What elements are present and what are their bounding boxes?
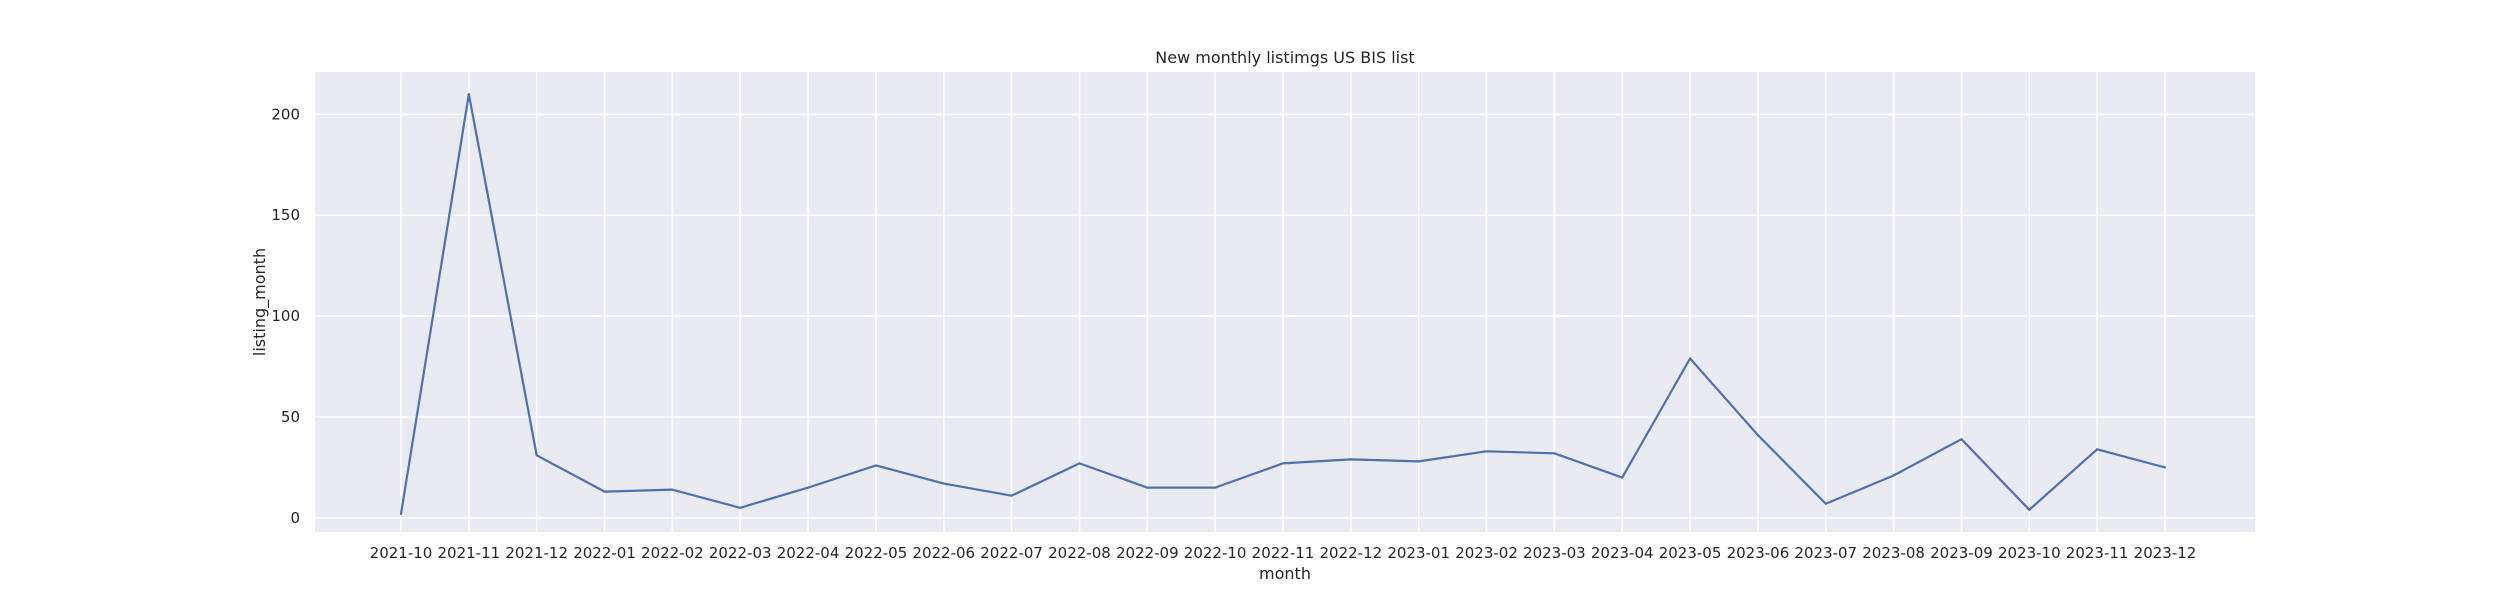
x-tick-label: 2023-10 — [1998, 544, 2061, 562]
data-point — [1621, 476, 1624, 479]
data-point — [2163, 466, 2167, 469]
y-tick-label: 150 — [271, 206, 300, 224]
x-tick-label: 2023-02 — [1455, 544, 1518, 562]
data-point — [1960, 438, 1963, 441]
x-tick-label: 2022-06 — [912, 544, 975, 562]
x-tick-label: 2023-07 — [1794, 544, 1857, 562]
x-tick-label: 2023-04 — [1591, 544, 1654, 562]
x-tick-label: 2022-03 — [709, 544, 772, 562]
x-tick-label: 2023-01 — [1387, 544, 1450, 562]
data-point — [1214, 486, 1217, 489]
data-point — [1349, 458, 1352, 461]
x-tick-label: 2023-11 — [2066, 544, 2129, 562]
x-tick-label: 2023-08 — [1862, 544, 1925, 562]
x-tick-label: 2023-03 — [1523, 544, 1586, 562]
x-tick-label: 2023-09 — [1930, 544, 1993, 562]
x-tick-label: 2022-07 — [980, 544, 1043, 562]
x-tick-label: 2021-11 — [438, 544, 501, 562]
x-tick-label: 2021-12 — [505, 544, 568, 562]
y-axis: 0 50 100 150 200 — [271, 105, 300, 527]
x-axis: 2021-10 2021-11 2021-12 2022-01 2022-02 2022-… — [370, 544, 2197, 562]
data-point — [739, 506, 742, 509]
data-point — [1146, 486, 1149, 489]
data-point — [535, 454, 538, 457]
x-tick-label: 2022-04 — [777, 544, 840, 562]
grid-lines — [315, 72, 2255, 532]
data-point — [2028, 508, 2031, 511]
x-tick-label: 2022-02 — [641, 544, 704, 562]
data-point — [1553, 452, 1556, 455]
y-tick-label: 50 — [281, 408, 300, 426]
data-point — [1756, 434, 1760, 437]
data-point — [1892, 474, 1895, 477]
x-tick-label: 2022-12 — [1320, 544, 1383, 562]
x-tick-label: 2022-05 — [845, 544, 908, 562]
data-point — [2096, 448, 2099, 451]
x-tick-label: 2022-08 — [1048, 544, 1111, 562]
y-tick-label: 100 — [271, 307, 300, 325]
x-tick-label: 2023-05 — [1659, 544, 1722, 562]
data-point — [1010, 494, 1013, 497]
x-tick-label: 2022-10 — [1184, 544, 1247, 562]
data-point — [1485, 450, 1488, 453]
x-tick-label: 2022-11 — [1252, 544, 1315, 562]
x-tick-label: 2021-10 — [370, 544, 433, 562]
data-point — [1824, 502, 1827, 505]
data-point — [1281, 462, 1285, 465]
data-point — [806, 486, 810, 489]
data-point — [1417, 460, 1420, 463]
x-axis-label: month — [1259, 564, 1311, 583]
y-tick-label: 200 — [271, 105, 300, 123]
data-point — [1688, 357, 1692, 360]
data-point — [942, 482, 945, 485]
x-tick-label: 2022-01 — [573, 544, 636, 562]
data-point — [399, 512, 403, 515]
data-point — [874, 464, 878, 467]
data-point — [603, 490, 606, 493]
data-point — [1078, 462, 1081, 465]
data-point — [671, 488, 674, 491]
series-lines — [399, 93, 2167, 515]
x-tick-label: 2023-12 — [2134, 544, 2197, 562]
chart-title: New monthly listimgs US BIS list — [1155, 48, 1414, 67]
x-tick-label: 2023-06 — [1727, 544, 1790, 562]
data-point — [467, 93, 470, 96]
y-tick-label: 0 — [290, 509, 300, 527]
x-tick-label: 2022-09 — [1116, 544, 1179, 562]
y-axis-label: listing_month — [250, 248, 270, 356]
